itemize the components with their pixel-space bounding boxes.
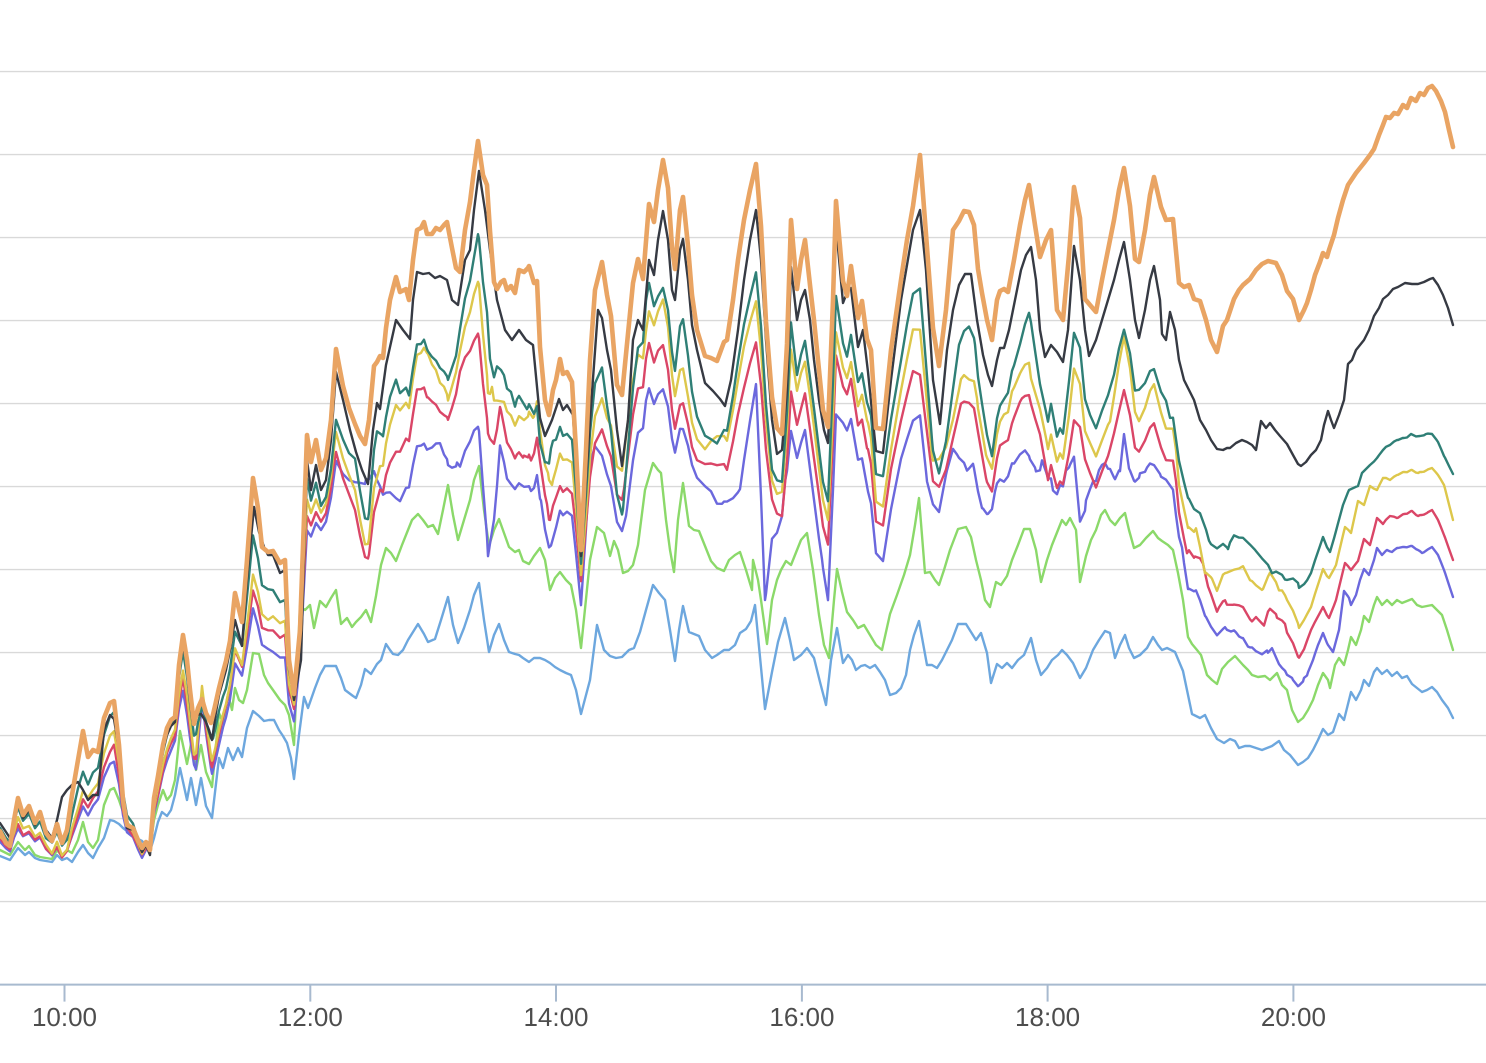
svg-text:20:00: 20:00 — [1261, 1002, 1326, 1032]
svg-text:14:00: 14:00 — [523, 1002, 588, 1032]
svg-text:12:00: 12:00 — [278, 1002, 343, 1032]
svg-text:18:00: 18:00 — [1015, 1002, 1080, 1032]
svg-text:10:00: 10:00 — [32, 1002, 97, 1032]
svg-text:16:00: 16:00 — [769, 1002, 834, 1032]
